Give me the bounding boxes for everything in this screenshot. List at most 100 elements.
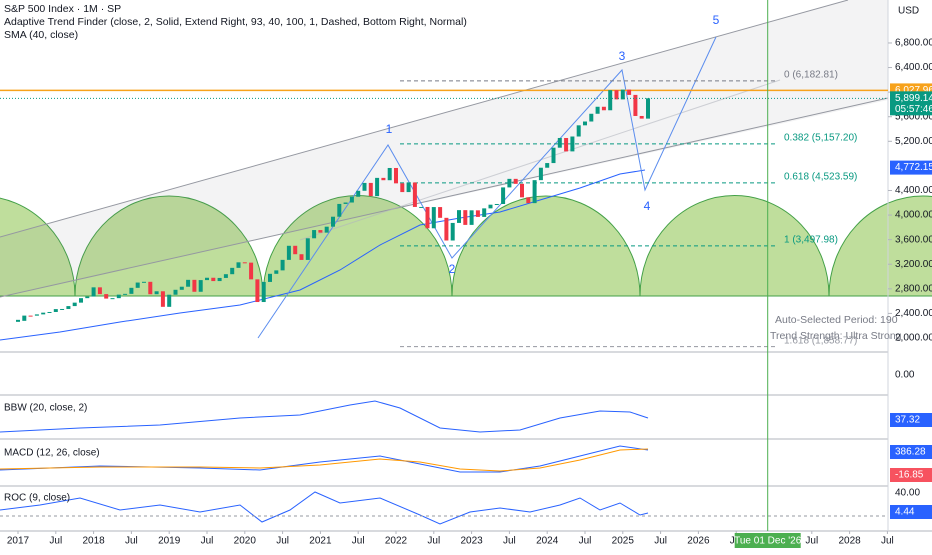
x-tick-label: Jul	[49, 536, 62, 547]
candle-body	[286, 245, 291, 260]
candle-body	[230, 267, 235, 275]
crosshair-label: Tue 01 Dec '26	[734, 536, 802, 547]
candle-body	[211, 277, 216, 282]
candle-body	[564, 137, 569, 152]
candle-body	[475, 210, 480, 217]
candle-body	[438, 207, 443, 218]
candle-body	[148, 281, 153, 295]
wave-label: 2	[449, 262, 456, 276]
candle-body	[236, 262, 241, 268]
candle-body	[400, 183, 405, 193]
candle-body	[620, 89, 625, 100]
candle-body	[343, 202, 348, 204]
indicator-badge	[890, 445, 932, 459]
indicator-title: MACD (12, 26, close)	[4, 448, 100, 459]
y-tick-label: 5,200.00	[895, 136, 932, 147]
fib-label: 0 (6,182.81)	[784, 70, 838, 81]
candle-body	[274, 270, 279, 274]
candle-body	[387, 167, 392, 181]
candle-body	[318, 230, 323, 233]
y-tick-label: 4,400.00	[895, 185, 932, 196]
candle-body	[268, 273, 272, 282]
candle-body	[488, 204, 493, 209]
candle-body	[412, 182, 417, 207]
x-tick-label: 2022	[385, 536, 408, 547]
channel-upper	[0, 0, 849, 238]
candle-body	[79, 298, 83, 303]
candle-body	[324, 226, 329, 233]
wave-label: 4	[644, 199, 651, 213]
candle-body	[362, 182, 367, 191]
indicator-title: ROC (9, close)	[4, 493, 70, 504]
candle-body	[425, 206, 430, 229]
y-tick-label: 4,000.00	[895, 210, 932, 221]
y-tick-label: 5,600.00	[895, 111, 932, 122]
candle-body	[186, 279, 191, 287]
candle-body	[53, 309, 58, 312]
indicator-value: 37.32	[895, 415, 920, 426]
x-tick-label: Jul	[276, 536, 289, 547]
fib-label: 1.618 (1,858.77)	[784, 335, 857, 346]
candle-body	[242, 262, 247, 264]
candle-body	[299, 254, 304, 260]
candle-body	[431, 207, 436, 229]
x-tick-label: Jul	[503, 536, 516, 547]
candle-body	[614, 90, 619, 100]
indicator-title: SMA (40, close)	[4, 29, 78, 41]
candle-body	[34, 314, 39, 316]
y-tick-label: 2,000.00	[895, 333, 932, 344]
signal-line	[0, 448, 649, 472]
candle-body	[154, 291, 159, 295]
price-badge	[890, 91, 932, 116]
x-tick-label: Jul	[427, 536, 440, 547]
currency: USD	[898, 6, 919, 17]
y-tick-label: 3,200.00	[895, 259, 932, 270]
y-tick-label: 2,800.00	[895, 283, 932, 294]
candle-body	[419, 206, 424, 208]
channel-lower	[0, 97, 889, 298]
indicator-value: 386.28	[895, 447, 926, 458]
candle-body	[85, 296, 90, 299]
x-tick-label: 2018	[82, 536, 105, 547]
candle-body	[532, 180, 537, 204]
candle-body	[570, 136, 575, 152]
candle-body	[167, 294, 172, 307]
candle-body	[16, 319, 20, 322]
candle-body	[249, 262, 254, 280]
candle-body	[545, 163, 550, 168]
candle-body	[135, 282, 140, 288]
x-tick-label: Jul	[125, 536, 138, 547]
fib-label: 1 (3,497.98)	[784, 235, 838, 246]
y-tick-label: 6,800.00	[895, 38, 932, 49]
candle-body	[520, 183, 524, 198]
candle-body	[639, 115, 644, 119]
countdown: 05:57:46	[895, 104, 932, 115]
x-tick-label: 2019	[158, 536, 181, 547]
candle-body	[129, 287, 134, 294]
bbw-line	[0, 400, 649, 433]
info-text: Auto-Selected Period: 190	[775, 314, 898, 326]
indicator-badge	[890, 468, 932, 482]
candle-body	[551, 147, 556, 164]
indicator-value: 40.00	[895, 488, 920, 499]
x-tick-label: 2021	[309, 536, 332, 547]
candle-body	[608, 90, 613, 111]
candle-body	[41, 312, 46, 315]
x-tick-label: 2023	[460, 536, 483, 547]
candle-body	[444, 217, 449, 241]
price-badge	[890, 160, 932, 175]
candle-body	[633, 94, 638, 116]
x-tick-label: 2025	[612, 536, 635, 547]
candle-body	[450, 222, 455, 241]
empty-pane-tick: 0.00	[895, 370, 915, 381]
candle-body	[104, 294, 109, 299]
indicator-title: BBW (20, close, 2)	[4, 403, 87, 414]
indicator-badge	[890, 413, 932, 427]
candle-body	[557, 137, 562, 148]
candle-body	[28, 315, 33, 317]
candle-body	[526, 197, 531, 204]
candle-body	[513, 178, 518, 184]
candle-body	[305, 238, 310, 260]
candle-body	[576, 125, 581, 137]
